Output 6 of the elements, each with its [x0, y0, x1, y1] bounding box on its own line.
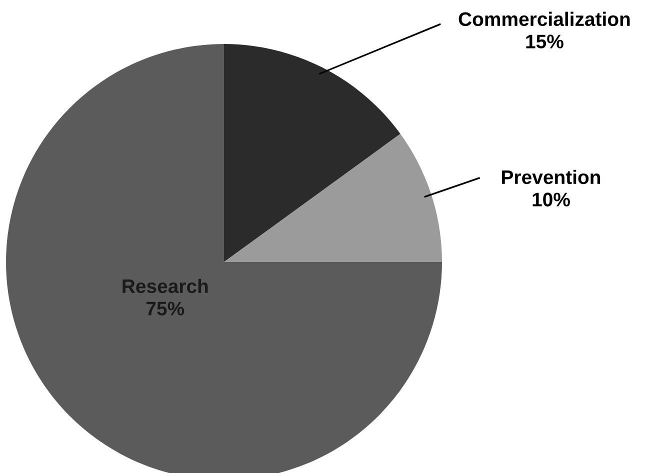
- data-label: 75%: [146, 302, 184, 316]
- slice-label: Prevention: [502, 170, 600, 184]
- slice-label: Research: [122, 278, 208, 294]
- data-label: 10%: [532, 192, 570, 206]
- data-label: 15%: [526, 34, 564, 48]
- slice-label: Commercialization: [458, 12, 630, 26]
